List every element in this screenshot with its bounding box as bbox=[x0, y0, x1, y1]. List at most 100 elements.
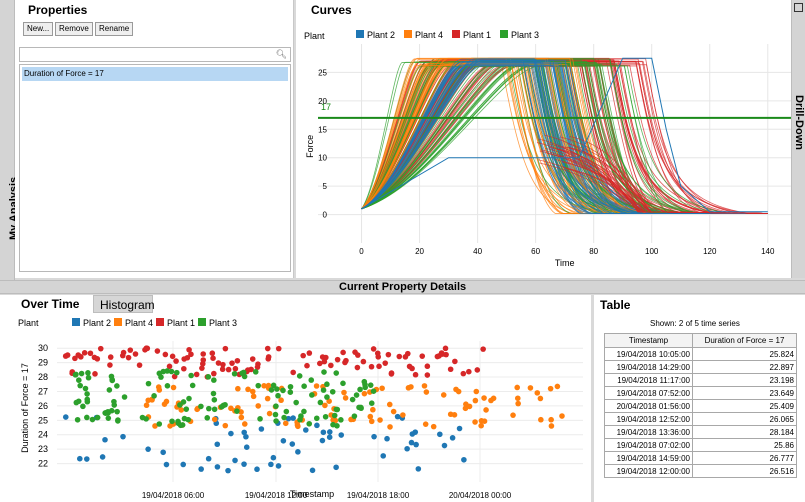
scatter-point bbox=[252, 369, 259, 375]
property-list[interactable]: Duration of Force = 17 bbox=[19, 64, 291, 272]
table-row[interactable]: 19/04/2018 11:17:00 23.198 bbox=[604, 373, 797, 387]
scatter-point bbox=[341, 389, 347, 396]
scatter-point bbox=[155, 384, 162, 390]
table-row[interactable]: 19/04/2018 14:29:00 22.897 bbox=[604, 360, 797, 374]
curve-line bbox=[569, 135, 768, 214]
legend-title: Plant bbox=[304, 31, 325, 41]
y-axis-label: Duration of Force = 17 bbox=[20, 363, 30, 453]
scatter-point bbox=[232, 365, 239, 372]
scatter-point bbox=[64, 352, 71, 358]
scatter-point bbox=[320, 429, 327, 436]
scatter-point bbox=[250, 393, 257, 400]
scatter-point bbox=[483, 407, 489, 413]
scatter-point bbox=[387, 424, 393, 430]
legend-item: Plant 3 bbox=[511, 30, 539, 40]
legend-swatch bbox=[356, 30, 364, 38]
scatter-point bbox=[241, 429, 248, 436]
scatter-point bbox=[275, 392, 281, 399]
table-row[interactable]: 19/04/2018 14:59:00 26.777 bbox=[604, 451, 797, 465]
scatter-point bbox=[255, 382, 262, 389]
value-column-header[interactable]: Duration of Force = 17 bbox=[692, 333, 797, 348]
scatter-point bbox=[472, 397, 479, 404]
new-property-button[interactable]: New... bbox=[23, 22, 54, 36]
scatter-point bbox=[300, 352, 306, 359]
value-cell: 26.777 bbox=[692, 451, 797, 465]
curves-chart[interactable]: Plant Plant 2 Plant 4 Plant 1 Plant 3 0 20 40 60… bbox=[296, 0, 791, 278]
scatter-point bbox=[478, 422, 484, 429]
scatter-point bbox=[424, 363, 431, 370]
table-panel: Table Shown: 2 of 5 time series Timestam… bbox=[594, 295, 805, 502]
scatter-point bbox=[370, 388, 377, 394]
y-tick-label: 5 bbox=[323, 182, 328, 191]
scatter-point bbox=[206, 405, 212, 412]
table-title: Table bbox=[600, 298, 631, 312]
scatter-point bbox=[161, 401, 168, 407]
scatter-point bbox=[449, 435, 456, 441]
scatter-point bbox=[324, 394, 330, 400]
scatter-point bbox=[320, 387, 327, 393]
x-axis-label: Time bbox=[555, 258, 575, 268]
property-list-item[interactable]: Duration of Force = 17 bbox=[22, 67, 288, 81]
tab-over-time[interactable]: Over Time bbox=[15, 295, 92, 313]
scatter-point bbox=[390, 408, 397, 415]
threshold-label: 17 bbox=[321, 102, 331, 112]
scatter-point bbox=[162, 351, 169, 358]
scatter-point bbox=[74, 416, 81, 423]
scatter-point bbox=[111, 398, 117, 405]
timestamp-column-header[interactable]: Timestamp bbox=[604, 333, 693, 348]
curve-line bbox=[361, 59, 768, 214]
scatter-point bbox=[163, 461, 170, 468]
scatter-point bbox=[243, 433, 249, 440]
table-row[interactable]: 19/04/2018 07:52:00 23.649 bbox=[604, 386, 797, 400]
scatter-point bbox=[474, 367, 481, 373]
table-row[interactable]: 20/04/2018 01:56:00 25.409 bbox=[604, 399, 797, 413]
scatter-point bbox=[289, 441, 296, 447]
timestamp-cell: 19/04/2018 13:36:00 bbox=[604, 425, 693, 439]
maximize-icon[interactable] bbox=[794, 3, 803, 12]
table-row[interactable]: 19/04/2018 12:00:00 26.516 bbox=[604, 464, 797, 478]
drill-down-side-tab[interactable]: Drill-Down bbox=[791, 0, 805, 278]
scatter-point bbox=[164, 383, 171, 389]
scatter-point bbox=[249, 388, 256, 395]
scatter-point bbox=[328, 362, 334, 369]
property-search-input[interactable]: 🔍︎ bbox=[19, 47, 291, 62]
scatter-point bbox=[198, 403, 204, 410]
scatter-point bbox=[254, 466, 260, 473]
scatter-point bbox=[210, 390, 217, 397]
scatter-point bbox=[342, 395, 349, 401]
my-analysis-side-tab[interactable]: My Analysis bbox=[0, 0, 20, 280]
current-property-details-bar[interactable]: Current Property Details bbox=[0, 280, 805, 294]
scatter-point bbox=[370, 346, 377, 352]
scatter-point bbox=[455, 388, 462, 395]
scatter-point bbox=[368, 418, 375, 425]
rename-property-button[interactable]: Rename bbox=[95, 22, 134, 36]
scatter-point bbox=[222, 422, 229, 429]
scatter-point bbox=[143, 402, 150, 409]
curve-line bbox=[546, 152, 768, 214]
scatter-point bbox=[210, 355, 216, 362]
scatter-point bbox=[220, 361, 226, 368]
scatter-point bbox=[377, 417, 383, 423]
scatter-point bbox=[330, 421, 336, 428]
y-tick-label: 28 bbox=[38, 372, 48, 382]
scatter-point bbox=[273, 418, 279, 424]
scatter-point bbox=[105, 415, 112, 421]
table-row[interactable]: 19/04/2018 13:36:00 28.184 bbox=[604, 425, 797, 439]
scatter-point bbox=[326, 434, 333, 440]
over-time-scatter-chart[interactable]: Plant Plant 2 Plant 4 Plant 1 Plant 3 22 23 24 2… bbox=[15, 313, 591, 502]
tab-histogram[interactable]: Histogram bbox=[93, 295, 155, 313]
table-row[interactable]: 19/04/2018 12:52:00 26.065 bbox=[604, 412, 797, 426]
table-row[interactable]: 19/04/2018 07:02:00 25.86 bbox=[604, 438, 797, 452]
table-row[interactable]: 19/04/2018 10:05:00 25.824 bbox=[604, 347, 797, 361]
time-series-table[interactable]: Timestamp Duration of Force = 17 19/04/2… bbox=[604, 333, 797, 478]
scatter-point bbox=[188, 351, 194, 358]
x-tick-label: 60 bbox=[531, 247, 540, 256]
scatter-point bbox=[380, 453, 387, 459]
magnifier-icon: 🔍︎ bbox=[275, 49, 287, 59]
remove-property-button[interactable]: Remove bbox=[55, 22, 93, 36]
scatter-point bbox=[394, 413, 401, 420]
curve-line bbox=[361, 61, 768, 214]
y-tick-label: 15 bbox=[318, 125, 327, 134]
curve-line bbox=[361, 65, 768, 214]
scatter-point bbox=[268, 387, 275, 393]
